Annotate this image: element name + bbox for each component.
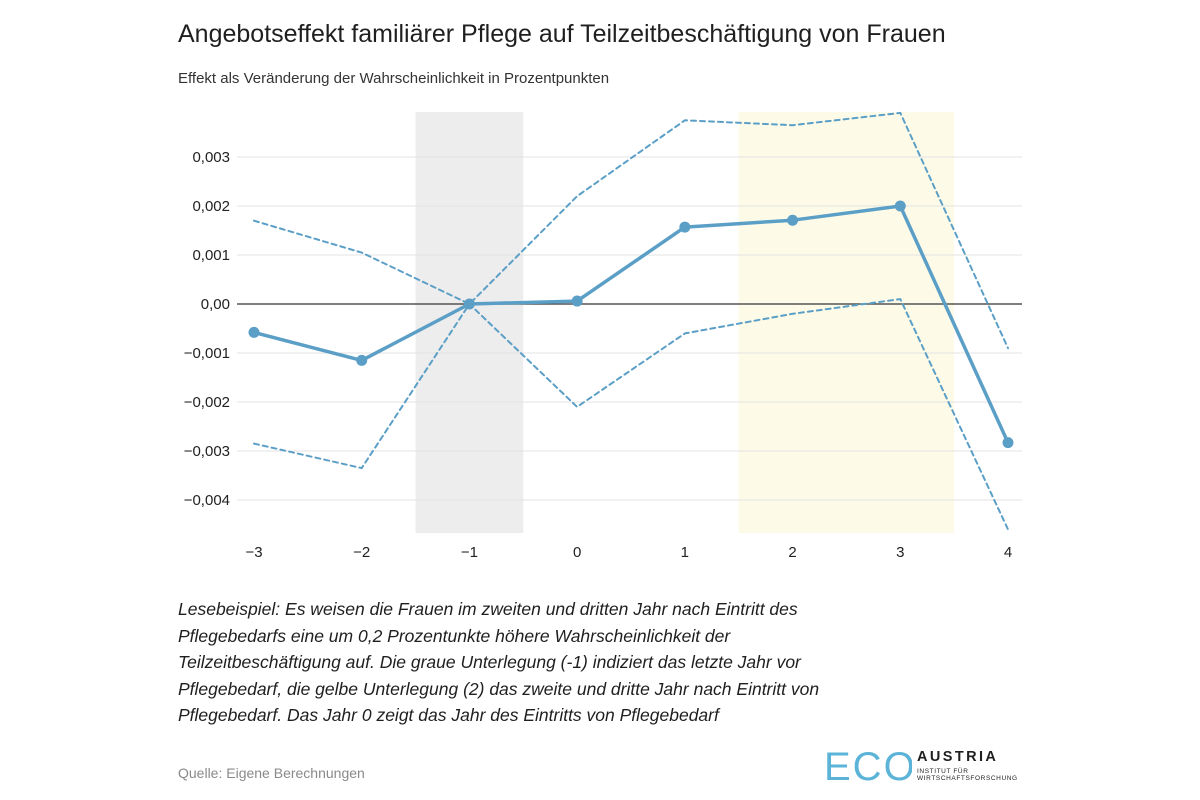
y-tick-label: 0,003: [192, 149, 230, 166]
y-tick-label: 0,002: [192, 198, 230, 215]
series-line-lower-bound: [253, 298, 1009, 531]
data-point-estimate: [356, 354, 368, 366]
data-point-estimate: [679, 221, 691, 233]
data-point-estimate: [248, 326, 260, 338]
series-markers: [248, 200, 1014, 449]
shaded-region-1: [738, 112, 955, 533]
data-point-estimate: [571, 295, 583, 307]
reading-example-note: Lesebeispiel: Es weisen die Frauen im zw…: [178, 599, 820, 725]
y-tick-label: −0,003: [184, 443, 230, 460]
eco-austria-logo: ECO AUSTRIA INSTITUT FÜR WIRTSCHAFTSFORS…: [824, 744, 1024, 788]
y-axis-ticks: 0,003 0,002 0,001 0,00 −0,001 −0,002 −0,003 −0,…: [184, 149, 230, 509]
x-tick-label: 2: [788, 544, 796, 561]
y-tick-label: −0,001: [184, 345, 230, 362]
eco-logo-mark: ECO: [824, 745, 912, 788]
line-chart: 0,003 0,002 0,001 0,00 −0,001 −0,002 −0,003 −0,…: [184, 111, 1022, 561]
x-tick-label: 3: [896, 544, 904, 561]
y-tick-label: 0,001: [192, 247, 230, 264]
x-tick-label: 4: [1004, 544, 1012, 561]
chart-title: Angebotseffekt familiärer Pflege auf Tei…: [178, 20, 946, 48]
chart-subtitle: Effekt als Veränderung der Wahrscheinlic…: [178, 70, 610, 87]
eco-logo-text: ECO: [824, 745, 912, 788]
logo-institute-text: INSTITUT FÜR WIRTSCHAFTSFORSCHUNG: [917, 768, 1018, 782]
x-tick-label: −1: [461, 544, 478, 561]
x-axis-ticks: −3 −2 −1 0 1 2 3 4: [245, 544, 1012, 561]
series-line-upper-bound: [253, 111, 1009, 350]
series-line-estimate: [252, 204, 1010, 445]
x-tick-label: −3: [245, 544, 262, 561]
x-tick-label: 0: [573, 544, 581, 561]
shaded-regions: [415, 112, 955, 533]
source-note: Quelle: Eigene Berechnungen: [178, 765, 365, 781]
y-tick-label: −0,002: [184, 394, 230, 411]
data-point-estimate: [1002, 437, 1014, 449]
series-lines: [252, 111, 1010, 531]
x-tick-label: 1: [681, 544, 689, 561]
data-point-estimate: [787, 214, 799, 226]
logo-austria-text: AUSTRIA: [917, 749, 999, 765]
y-tick-label: 0,00: [201, 296, 230, 313]
x-tick-label: −2: [353, 544, 370, 561]
data-point-estimate: [463, 298, 475, 310]
y-tick-label: −0,004: [184, 492, 230, 509]
data-point-estimate: [894, 200, 906, 212]
